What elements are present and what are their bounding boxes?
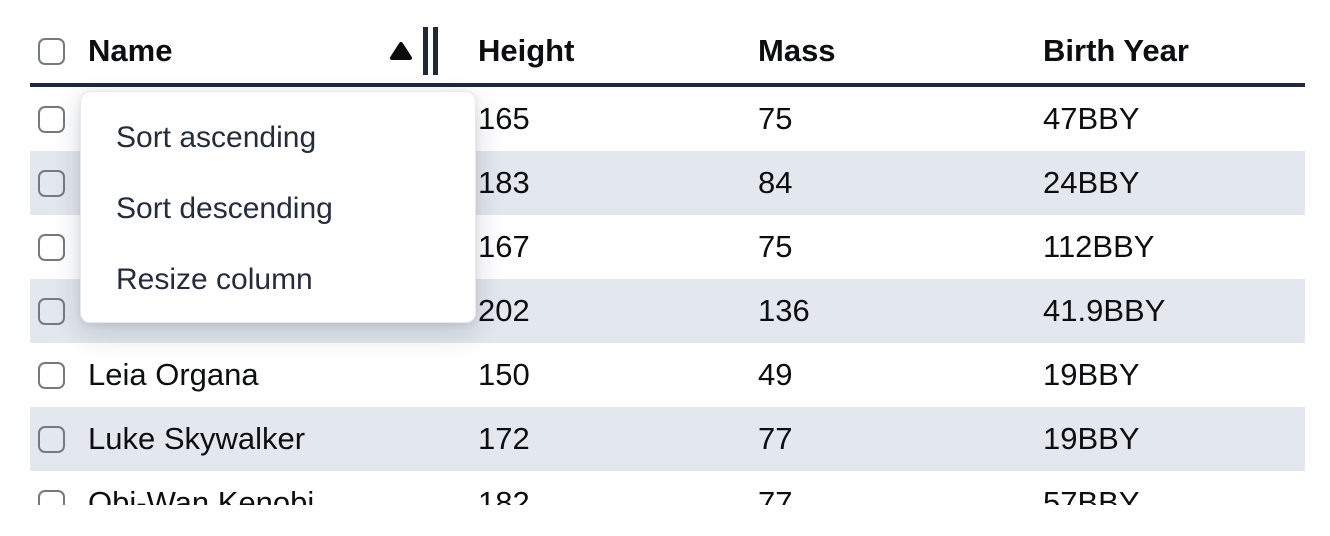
- cell-birth-year: 57BBY: [1043, 485, 1140, 505]
- cell-height: 183: [478, 165, 530, 200]
- column-header-mass[interactable]: Mass: [758, 33, 836, 68]
- row-checkbox[interactable]: [38, 169, 65, 197]
- cell-mass: 136: [758, 293, 810, 328]
- cell-birth-year: 19BBY: [1043, 421, 1140, 456]
- table-row: Obi-Wan Kenobi 182 77 57BBY: [30, 471, 1305, 505]
- sort-ascending-triangle-icon: [390, 42, 412, 60]
- cell-mass: 77: [758, 485, 793, 505]
- cell-mass: 77: [758, 421, 793, 456]
- header-checkbox-cell: [30, 37, 78, 65]
- column-resize-handle-icon[interactable]: [423, 19, 438, 83]
- cell-height: 202: [478, 293, 530, 328]
- cell-mass: 75: [758, 101, 793, 136]
- cell-birth-year: 24BBY: [1043, 165, 1140, 200]
- cell-height: 172: [478, 421, 530, 456]
- cell-name: Obi-Wan Kenobi: [88, 485, 315, 505]
- column-header-name[interactable]: Name: [78, 19, 438, 83]
- column-header-birth-year[interactable]: Birth Year: [1043, 33, 1189, 68]
- row-checkbox[interactable]: [38, 425, 65, 453]
- cell-height: 165: [478, 101, 530, 136]
- column-header-name-label: Name: [88, 33, 173, 68]
- cell-name: Leia Organa: [88, 357, 259, 392]
- cell-height: 182: [478, 485, 530, 505]
- cell-height: 150: [478, 357, 530, 392]
- name-column-controls: [389, 19, 438, 83]
- table-row: Leia Organa 150 49 19BBY: [30, 343, 1305, 407]
- row-checkbox[interactable]: [38, 105, 65, 133]
- cell-mass: 84: [758, 165, 793, 200]
- cell-mass: 75: [758, 229, 793, 264]
- row-checkbox[interactable]: [38, 297, 65, 325]
- table-header-row: Name Height Mass Birth Year: [30, 19, 1305, 87]
- column-context-menu: Sort ascending Sort descending Resize co…: [80, 91, 476, 323]
- menu-item-sort-descending[interactable]: Sort descending: [81, 173, 475, 244]
- menu-item-sort-ascending[interactable]: Sort ascending: [81, 102, 475, 173]
- row-checkbox[interactable]: [38, 233, 65, 261]
- table-row: Luke Skywalker 172 77 19BBY: [30, 407, 1305, 471]
- column-header-height[interactable]: Height: [478, 33, 575, 68]
- cell-birth-year: 47BBY: [1043, 101, 1140, 136]
- row-checkbox[interactable]: [38, 489, 65, 505]
- select-all-checkbox[interactable]: [38, 37, 65, 65]
- cell-height: 167: [478, 229, 530, 264]
- cell-mass: 49: [758, 357, 793, 392]
- row-checkbox[interactable]: [38, 361, 65, 389]
- cell-birth-year: 19BBY: [1043, 357, 1140, 392]
- menu-item-resize-column[interactable]: Resize column: [81, 245, 475, 316]
- cell-birth-year: 41.9BBY: [1043, 293, 1166, 328]
- cell-birth-year: 112BBY: [1043, 229, 1155, 264]
- cell-name: Luke Skywalker: [88, 421, 306, 456]
